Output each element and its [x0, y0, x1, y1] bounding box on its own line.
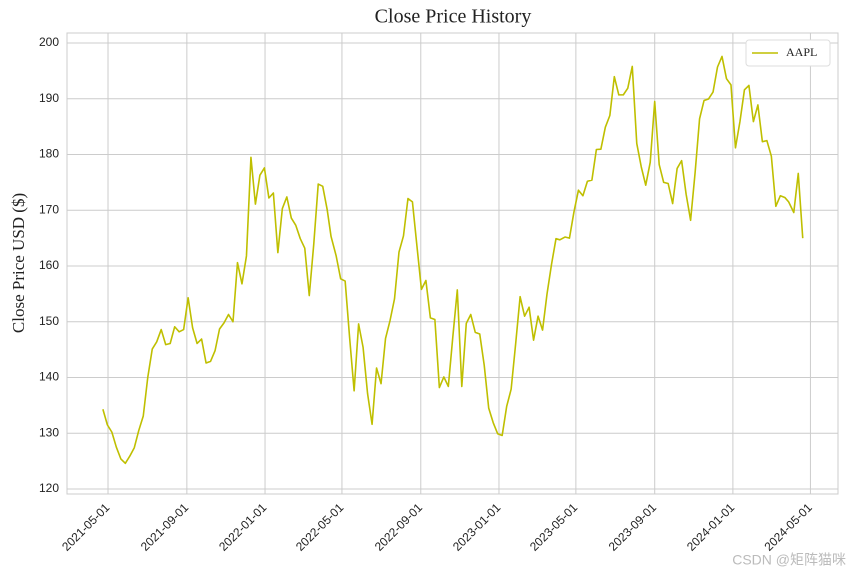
- y-tick-label: 190: [39, 91, 59, 105]
- y-tick-label: 200: [39, 35, 59, 49]
- x-tick-label: 2023-09-01: [606, 500, 660, 554]
- y-tick-label: 140: [39, 370, 59, 384]
- y-tick-label: 180: [39, 147, 59, 161]
- price-line: [102, 55, 804, 465]
- chart-title: Close Price History: [375, 6, 532, 28]
- x-tick-label: 2022-01-01: [216, 500, 270, 554]
- x-tick-label: 2023-01-01: [450, 500, 504, 554]
- x-tick-label: 2024-01-01: [684, 500, 738, 554]
- y-tick-label: 130: [39, 425, 59, 439]
- y-tick-label: 150: [39, 314, 59, 328]
- x-tick-label: 2022-09-01: [372, 500, 426, 554]
- x-tick-label: 2024-05-01: [761, 500, 815, 554]
- watermark: CSDN @矩阵猫咪: [732, 552, 846, 568]
- x-tick-label: 2022-05-01: [293, 500, 347, 554]
- legend-label: AAPL: [786, 45, 817, 59]
- y-tick-label: 160: [39, 258, 59, 272]
- x-tick-label: 2021-09-01: [138, 500, 192, 554]
- x-tick-label: 2021-05-01: [59, 500, 113, 554]
- plot-area: [66, 32, 839, 495]
- legend-box: [745, 39, 831, 67]
- y-axis-label: Close Price USD ($): [9, 193, 28, 333]
- y-tick-label: 170: [39, 202, 59, 216]
- legend: AAPL: [745, 39, 831, 67]
- y-tick-label: 120: [39, 481, 59, 495]
- x-tick-label: 2023-05-01: [527, 500, 581, 554]
